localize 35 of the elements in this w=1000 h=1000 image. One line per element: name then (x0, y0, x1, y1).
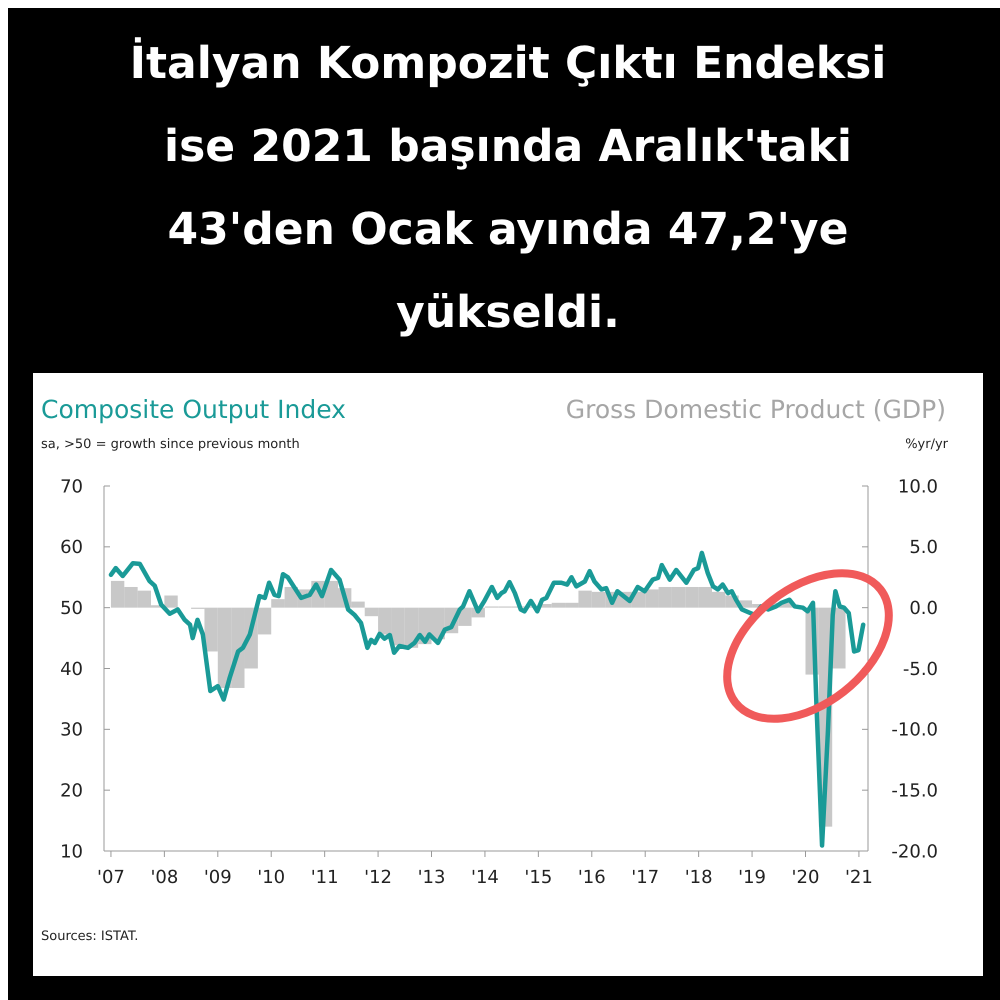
x-tick-label: '10 (257, 867, 286, 888)
x-tick-label: '17 (631, 867, 660, 888)
y2-tick-label: -5.0 (902, 658, 938, 680)
y2-tick-label: 10.0 (898, 476, 938, 498)
x-tick-label: '09 (204, 867, 232, 888)
x-tick-label: '08 (150, 867, 178, 888)
chart-subtitle: sa, >50 = growth since previous month (41, 437, 300, 452)
y2-tick-label: -20.0 (891, 841, 938, 862)
y-tick-label: 20 (60, 780, 83, 802)
x-tick-label: '15 (524, 867, 552, 888)
y-tick-label: 40 (60, 658, 83, 680)
text: %yr/yr (905, 437, 949, 452)
y-axis-title: Composite Output Index (41, 395, 346, 424)
x-tick-label: '12 (364, 867, 392, 888)
x-tick-label: '07 (97, 867, 125, 888)
x-tick-label: '18 (684, 867, 713, 888)
x-tick-label: '19 (738, 867, 766, 888)
y-tick-label: 30 (60, 720, 83, 741)
x-tick-label: '21 (844, 867, 873, 888)
x-tick-label: '11 (310, 867, 339, 888)
y2-axis-title: Gross Domestic Product (GDP) (566, 395, 946, 424)
y2-tick-label: 5.0 (909, 537, 938, 558)
chart-title: İtalyan Kompozit Çıktı Endeksi ise 2021 başında Aralık'taki 43'den Ocak ayında 47,2'ye yükseldi. (130, 37, 886, 338)
y-tick-label: 70 (60, 476, 83, 498)
y2-tick-label: -10.0 (891, 720, 938, 741)
x-tick-label: '14 (471, 867, 499, 888)
y-tick-label: 50 (60, 598, 83, 619)
y-tick-label: 60 (60, 537, 83, 558)
x-tick-label: '16 (578, 867, 606, 888)
source-note: Sources: ISTAT. (41, 929, 138, 944)
y2-tick-label: -15.0 (891, 780, 938, 802)
y2-tick-label: 0.0 (909, 598, 938, 619)
x-tick-label: '13 (418, 867, 446, 888)
x-tick-label: '20 (792, 867, 820, 888)
y-tick-label: 10 (60, 841, 83, 862)
